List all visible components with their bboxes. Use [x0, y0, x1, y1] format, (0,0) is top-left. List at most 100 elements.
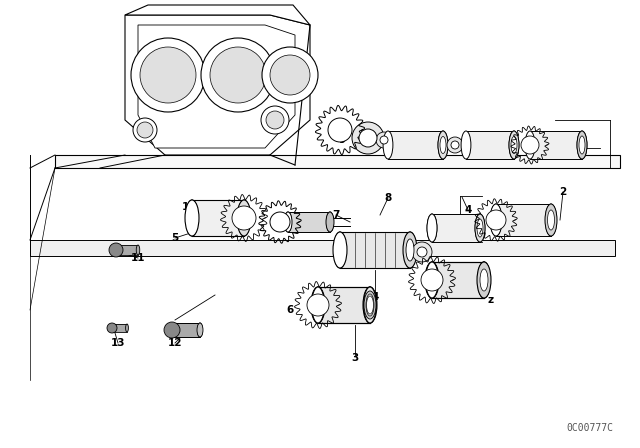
Circle shape	[270, 55, 310, 95]
Text: 1: 1	[579, 143, 586, 153]
Ellipse shape	[427, 214, 437, 242]
Ellipse shape	[197, 323, 203, 337]
Ellipse shape	[185, 200, 199, 236]
Ellipse shape	[240, 207, 248, 229]
Polygon shape	[125, 15, 310, 155]
Ellipse shape	[426, 262, 438, 298]
Ellipse shape	[477, 262, 490, 298]
Ellipse shape	[326, 212, 333, 232]
Ellipse shape	[509, 131, 519, 159]
Ellipse shape	[186, 200, 198, 236]
Ellipse shape	[383, 131, 393, 159]
Ellipse shape	[125, 324, 129, 332]
Circle shape	[380, 136, 388, 144]
Text: 12: 12	[168, 338, 182, 348]
Circle shape	[359, 129, 377, 147]
Ellipse shape	[326, 212, 334, 232]
Circle shape	[131, 38, 205, 112]
Ellipse shape	[477, 262, 490, 298]
Text: 13: 13	[111, 338, 125, 348]
Bar	[388, 131, 443, 159]
Ellipse shape	[438, 131, 448, 159]
Circle shape	[376, 132, 392, 148]
Circle shape	[266, 111, 284, 129]
Ellipse shape	[237, 200, 251, 236]
Bar	[318, 287, 370, 323]
Bar	[340, 232, 410, 268]
Ellipse shape	[367, 296, 374, 314]
Ellipse shape	[111, 324, 113, 332]
Text: 5: 5	[172, 233, 179, 243]
Circle shape	[210, 47, 266, 103]
Ellipse shape	[333, 232, 346, 268]
Ellipse shape	[490, 204, 502, 236]
Ellipse shape	[475, 214, 485, 242]
Text: 3: 3	[351, 353, 358, 363]
Text: 0C00777C: 0C00777C	[566, 423, 614, 433]
Bar	[172, 323, 200, 337]
Ellipse shape	[170, 323, 175, 337]
Circle shape	[261, 106, 289, 134]
Ellipse shape	[438, 131, 448, 159]
Ellipse shape	[366, 294, 374, 316]
Ellipse shape	[312, 287, 324, 323]
Ellipse shape	[427, 214, 437, 242]
Circle shape	[447, 137, 463, 153]
Ellipse shape	[364, 287, 376, 323]
Circle shape	[270, 212, 290, 232]
Ellipse shape	[115, 245, 118, 255]
Circle shape	[307, 294, 329, 316]
Ellipse shape	[461, 131, 471, 159]
Circle shape	[352, 122, 384, 154]
Ellipse shape	[198, 323, 202, 337]
Circle shape	[521, 136, 539, 154]
Ellipse shape	[364, 287, 376, 323]
Ellipse shape	[577, 131, 587, 159]
Circle shape	[201, 38, 275, 112]
Circle shape	[137, 122, 153, 138]
Ellipse shape	[477, 262, 491, 298]
Bar	[112, 324, 127, 332]
Ellipse shape	[425, 262, 439, 298]
Circle shape	[486, 210, 506, 230]
Bar	[530, 131, 582, 159]
Bar	[192, 200, 244, 236]
Ellipse shape	[545, 204, 557, 236]
Text: 4: 4	[464, 205, 472, 215]
Ellipse shape	[333, 232, 347, 268]
Bar	[496, 204, 551, 236]
Ellipse shape	[363, 287, 377, 323]
Ellipse shape	[312, 287, 324, 323]
Circle shape	[417, 247, 427, 257]
Text: 7: 7	[332, 210, 340, 220]
Ellipse shape	[525, 131, 535, 159]
Polygon shape	[55, 155, 620, 168]
Bar	[466, 131, 514, 159]
Ellipse shape	[577, 131, 587, 159]
Text: z: z	[488, 295, 494, 305]
Text: 2: 2	[559, 187, 566, 197]
Circle shape	[140, 47, 196, 103]
Text: 10: 10	[182, 202, 196, 212]
Circle shape	[107, 323, 117, 333]
Circle shape	[164, 322, 180, 338]
Circle shape	[421, 269, 443, 291]
Polygon shape	[125, 5, 310, 25]
Ellipse shape	[547, 210, 554, 230]
Ellipse shape	[364, 291, 376, 319]
Ellipse shape	[404, 232, 416, 268]
Ellipse shape	[136, 245, 140, 255]
Polygon shape	[30, 240, 615, 256]
Text: 8: 8	[385, 193, 392, 203]
Bar	[116, 245, 138, 255]
Ellipse shape	[285, 212, 291, 232]
Text: 6: 6	[286, 305, 294, 315]
Circle shape	[328, 118, 352, 142]
Text: 9: 9	[339, 135, 346, 145]
Ellipse shape	[237, 200, 250, 236]
Ellipse shape	[440, 137, 446, 154]
Circle shape	[133, 118, 157, 142]
Ellipse shape	[509, 131, 519, 159]
Ellipse shape	[490, 204, 502, 236]
Circle shape	[451, 141, 459, 149]
